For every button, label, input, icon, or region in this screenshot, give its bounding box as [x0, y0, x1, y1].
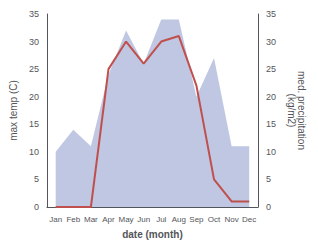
- svg-text:Jul: Jul: [156, 215, 166, 224]
- svg-text:0: 0: [34, 202, 39, 212]
- svg-text:0: 0: [266, 202, 271, 212]
- svg-text:25: 25: [29, 64, 39, 74]
- svg-text:Dec: Dec: [242, 215, 256, 224]
- svg-text:30: 30: [29, 37, 39, 47]
- svg-text:(kg/m2): (kg/m2): [286, 94, 297, 128]
- svg-text:25: 25: [266, 64, 276, 74]
- svg-text:15: 15: [266, 119, 276, 129]
- svg-text:10: 10: [29, 147, 39, 157]
- svg-text:10: 10: [266, 147, 276, 157]
- svg-text:May: May: [119, 215, 134, 224]
- svg-text:Jan: Jan: [49, 215, 62, 224]
- svg-text:5: 5: [266, 174, 271, 184]
- svg-text:Sep: Sep: [189, 215, 204, 224]
- svg-text:35: 35: [29, 9, 39, 19]
- svg-text:Oct: Oct: [208, 215, 221, 224]
- svg-text:15: 15: [29, 119, 39, 129]
- svg-text:Mar: Mar: [84, 215, 98, 224]
- svg-text:35: 35: [266, 9, 276, 19]
- svg-text:max temp (C): max temp (C): [8, 80, 19, 141]
- svg-text:Nov: Nov: [224, 215, 238, 224]
- svg-text:20: 20: [266, 92, 276, 102]
- svg-text:5: 5: [34, 174, 39, 184]
- svg-text:Apr: Apr: [102, 215, 115, 224]
- svg-text:med. precipitation: med. precipitation: [296, 71, 308, 150]
- svg-text:20: 20: [29, 92, 39, 102]
- svg-text:30: 30: [266, 37, 276, 47]
- svg-text:Jun: Jun: [137, 215, 150, 224]
- svg-text:Feb: Feb: [66, 215, 80, 224]
- svg-text:date (month): date (month): [122, 229, 183, 240]
- svg-text:Aug: Aug: [172, 215, 186, 224]
